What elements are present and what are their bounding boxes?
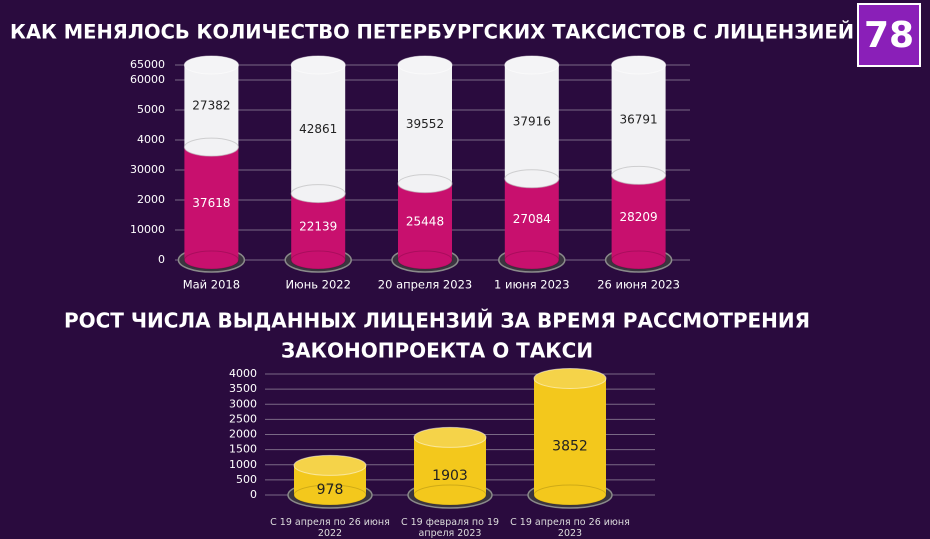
bar-bottom [397, 250, 453, 270]
x-tick-label: С 19 апреля по 26 июня 2022 [270, 517, 390, 539]
bar-top [183, 55, 239, 75]
chart-title: РОСТ ЧИСЛА ВЫДАННЫХ ЛИЦЕНЗИЙ ЗА ВРЕМЯ РА… [64, 309, 810, 333]
bar-top [413, 426, 487, 448]
y-tick-label: 5000 [137, 103, 165, 116]
bar-segment [504, 178, 559, 260]
bar-bottom [183, 137, 239, 157]
y-tick-label: 2000 [137, 193, 165, 206]
bar-segment [398, 65, 452, 184]
x-tick-label: 26 июня 2023 [597, 278, 680, 292]
x-tick-label: 20 апреля 2023 [378, 278, 472, 292]
y-tick-label: 2500 [229, 412, 257, 425]
bar-segment [611, 175, 666, 260]
bar-segment [398, 183, 452, 260]
x-tick-label: Май 2018 [183, 278, 240, 292]
bar-top-shade [611, 56, 666, 74]
data-label: 39552 [406, 117, 444, 131]
bar-top-shade [291, 56, 346, 74]
bar-top-shade [398, 56, 452, 74]
data-label: 28209 [620, 210, 658, 224]
bar-bottom [183, 250, 239, 270]
chart-title: КАК МЕНЯЛОСЬ КОЛИЧЕСТВО ПЕТЕРБУРГСКИХ ТА… [10, 21, 854, 44]
bar-top [397, 55, 453, 75]
bar-top [611, 55, 667, 75]
logo-box [857, 3, 921, 67]
bar-bottom [293, 484, 367, 506]
bar-bottom [533, 484, 607, 506]
bar-segment [184, 65, 239, 148]
logo: 78 [864, 15, 914, 56]
data-label: 27382 [192, 99, 230, 113]
data-label: 22139 [299, 219, 337, 233]
data-label: 978 [317, 482, 344, 498]
chart-title: ЗАКОНОПРОЕКТА О ТАКСИ [281, 339, 593, 363]
data-label: 37916 [513, 114, 551, 128]
bar-top-shade [184, 56, 239, 74]
bar-bottom [397, 174, 453, 194]
data-label: 36791 [620, 113, 658, 127]
bar-segment [534, 378, 606, 495]
bar-top [533, 367, 607, 389]
bar-bottom [413, 484, 487, 506]
y-tick-label: 2000 [229, 428, 257, 441]
bar-top-shade [534, 368, 606, 389]
data-label: 27084 [513, 212, 551, 226]
bar-segment [291, 193, 346, 260]
x-tick-label: С 19 апреля по 26 июня 2023 [510, 517, 630, 539]
x-tick-label: Июнь 2022 [285, 278, 351, 292]
x-tick-label: 1 июня 2023 [494, 278, 570, 292]
bar-bottom [290, 250, 346, 270]
y-tick-label: 65000 [130, 58, 165, 71]
y-tick-label: 60000 [130, 73, 165, 86]
data-label: 25448 [406, 214, 444, 228]
y-tick-label: 10000 [130, 223, 165, 236]
y-tick-label: 0 [250, 488, 257, 501]
x-tick-label: С 19 февраля по 19 апреля 2023 [400, 517, 500, 539]
bar-top [504, 55, 560, 75]
bar-bottom [290, 184, 346, 204]
bar-bottom [611, 165, 667, 185]
y-tick-label: 30000 [130, 163, 165, 176]
bar-segment [291, 65, 346, 194]
y-tick-label: 3000 [229, 397, 257, 410]
bar-top-shade [414, 427, 486, 448]
y-tick-label: 0 [158, 253, 165, 266]
data-label: 37618 [192, 196, 230, 210]
y-tick-label: 3500 [229, 382, 257, 395]
bar-segment [504, 65, 559, 179]
bar-segment [611, 65, 666, 176]
bar-segment [184, 147, 239, 260]
data-label: 1903 [432, 468, 468, 484]
bar-bottom [504, 169, 560, 189]
y-tick-label: 1500 [229, 443, 257, 456]
bar-top [290, 55, 346, 75]
y-tick-label: 500 [236, 473, 257, 486]
data-label: 42861 [299, 122, 337, 136]
bar-top-shade [294, 455, 366, 476]
y-tick-label: 4000 [137, 133, 165, 146]
bar-bottom [504, 250, 560, 270]
bar-bottom [611, 250, 667, 270]
bar-top [293, 454, 367, 476]
y-tick-label: 1000 [229, 458, 257, 471]
y-tick-label: 4000 [229, 367, 257, 380]
bar-top-shade [504, 56, 559, 74]
data-label: 3852 [552, 439, 588, 455]
